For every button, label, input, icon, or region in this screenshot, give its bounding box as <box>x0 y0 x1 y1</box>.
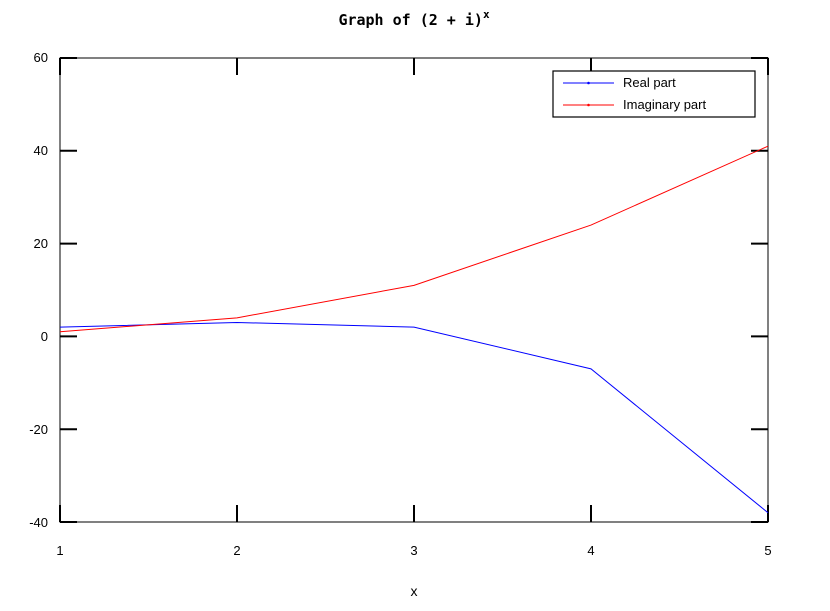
x-tick-label: 1 <box>56 543 63 558</box>
plot-frame <box>59 57 769 523</box>
legend-box <box>552 70 756 118</box>
series-line-real-part <box>59 321 769 514</box>
chart-title: Graph of (2 + i)x <box>338 8 490 29</box>
x-tick-label: 4 <box>587 543 594 558</box>
legend: Real part Imaginary part <box>552 70 756 118</box>
legend-marker-imaginary-part <box>587 103 590 107</box>
y-tick-label: 0 <box>41 329 48 344</box>
chart-title-main: Graph of (2 + i) <box>338 11 483 29</box>
x-tick-labels: 1 2 3 4 5 <box>56 543 771 558</box>
x-tick-label: 2 <box>233 543 240 558</box>
x-axis-label: x <box>411 583 418 599</box>
chart-title-superscript: x <box>483 8 490 21</box>
series-lines <box>59 145 769 514</box>
y-tick-label: -20 <box>29 422 48 437</box>
legend-label-real-part: Real part <box>623 75 676 90</box>
series-line-imaginary-part <box>59 145 769 333</box>
plot-area <box>59 57 769 523</box>
y-tick-label: -40 <box>29 515 48 530</box>
y-tick-label: 20 <box>34 236 48 251</box>
legend-label-imaginary-part: Imaginary part <box>623 97 706 112</box>
y-tick-labels: 60 40 20 0 -20 -40 <box>29 50 48 530</box>
x-tick-label: 5 <box>764 543 771 558</box>
x-tick-label: 3 <box>410 543 417 558</box>
y-tick-label: 60 <box>34 50 48 65</box>
y-tick-label: 40 <box>34 143 48 158</box>
tick-marks <box>59 57 769 523</box>
legend-marker-real-part <box>587 81 590 85</box>
